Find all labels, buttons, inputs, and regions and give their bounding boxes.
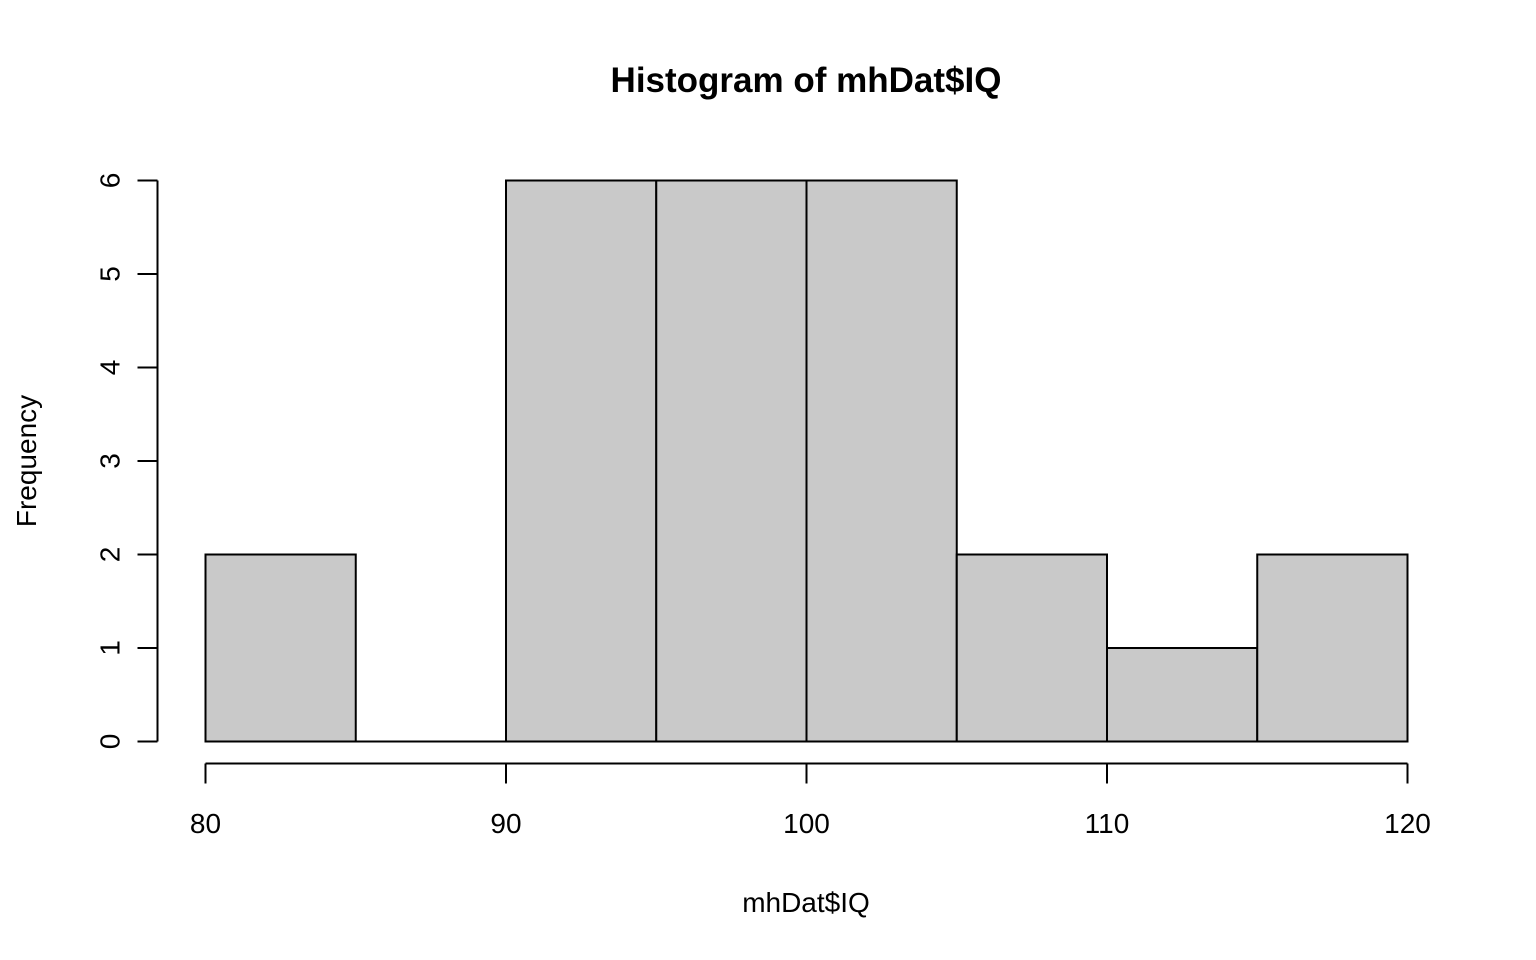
histogram-bar	[655, 179, 808, 743]
x-tick-label: 90	[490, 808, 521, 839]
x-tick-label: 100	[783, 808, 830, 839]
chart-title: Histogram of mhDat$IQ	[611, 61, 1002, 100]
y-tick-label: 5	[95, 266, 126, 282]
histogram-bar	[204, 553, 357, 743]
x-tick-label: 110	[1085, 808, 1130, 839]
y-tick-label: 6	[95, 173, 126, 189]
x-axis-label: mhDat$IQ	[742, 887, 870, 918]
y-tick-label: 1	[95, 640, 126, 656]
y-axis: 0 1 2 3 4 5 6	[95, 173, 159, 750]
histogram-bar	[1256, 553, 1409, 743]
histogram-bar	[505, 179, 658, 743]
histogram-bar	[955, 553, 1108, 743]
bars-group	[204, 179, 1409, 743]
y-axis-label: Frequency	[11, 395, 42, 527]
histogram-bar	[1106, 647, 1259, 743]
y-tick-label: 0	[95, 734, 126, 750]
x-axis: 80 90 100 110 120	[190, 762, 1431, 839]
y-tick-label: 2	[95, 547, 126, 563]
histogram-bar	[805, 179, 958, 743]
x-tick-label: 120	[1384, 808, 1431, 839]
y-tick-label: 4	[95, 360, 126, 376]
y-tick-label: 3	[95, 453, 126, 469]
x-tick-label: 80	[190, 808, 221, 839]
